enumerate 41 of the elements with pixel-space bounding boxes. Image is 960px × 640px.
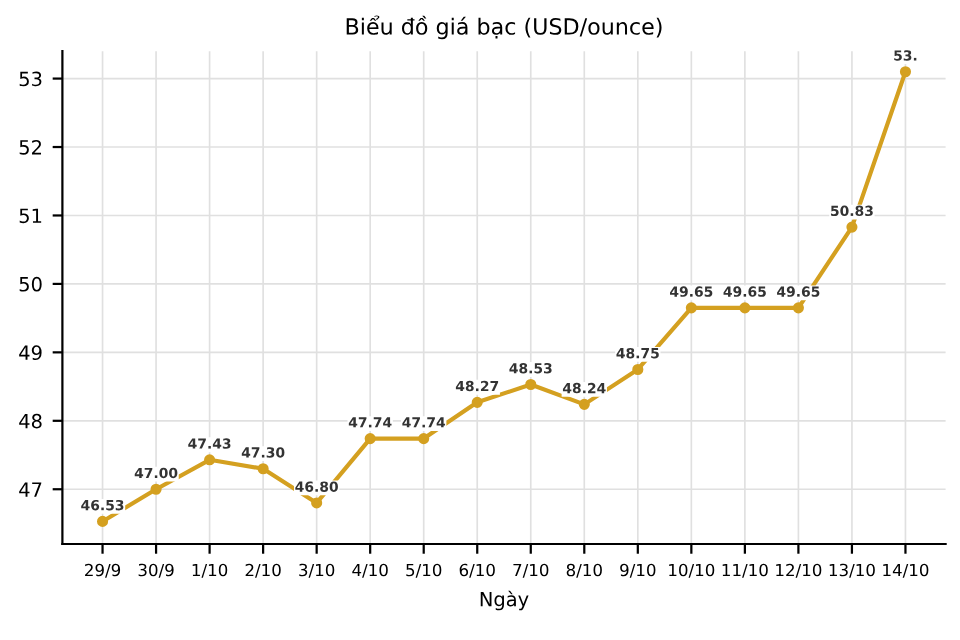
point <box>578 398 590 410</box>
x-axis-title: Ngày <box>480 590 529 611</box>
x-tick-label: 14/10 <box>883 563 929 578</box>
x-tick-label: 3/10 <box>299 563 335 578</box>
point <box>632 363 644 376</box>
point <box>792 302 804 314</box>
point <box>471 396 483 408</box>
point <box>846 221 858 233</box>
x-tick-label: 9/10 <box>620 563 656 578</box>
point <box>150 483 162 495</box>
x-tick-label: 1/10 <box>192 563 228 578</box>
point <box>257 463 269 475</box>
x-tick-label: 10/10 <box>669 563 715 578</box>
point <box>96 515 109 527</box>
point <box>685 302 697 314</box>
y-tick-label: 50 <box>19 276 42 292</box>
point <box>418 433 430 445</box>
point <box>899 66 912 78</box>
x-tick-label: 12/10 <box>776 563 822 578</box>
y-tick-label: 49 <box>19 345 42 361</box>
y-tick-label: 48 <box>19 413 42 429</box>
point <box>311 497 323 509</box>
x-tick-label: 5/10 <box>406 563 442 578</box>
y-tick-label: 51 <box>19 208 42 224</box>
x-tick-label: 11/10 <box>722 563 768 578</box>
x-tick-label: 13/10 <box>829 563 875 578</box>
x-tick-label: 29/9 <box>85 563 121 578</box>
x-tick-label: 4/10 <box>352 563 388 578</box>
y-tick-label: 47 <box>19 482 42 497</box>
point <box>739 302 751 314</box>
x-tick-label: 30/9 <box>138 563 174 578</box>
y-tick-label: 53 <box>19 71 42 87</box>
y-tick-label: 52 <box>19 139 42 155</box>
chart-title: Biểu đồ giá bạc (USD/ounce) <box>346 15 662 40</box>
x-tick-label: 2/10 <box>245 563 281 578</box>
x-tick-label: 8/10 <box>566 563 602 578</box>
point <box>204 454 216 466</box>
x-tick-label: 7/10 <box>513 563 549 578</box>
x-tick-label: 6/10 <box>459 563 495 578</box>
point <box>525 378 537 391</box>
point <box>364 433 376 445</box>
